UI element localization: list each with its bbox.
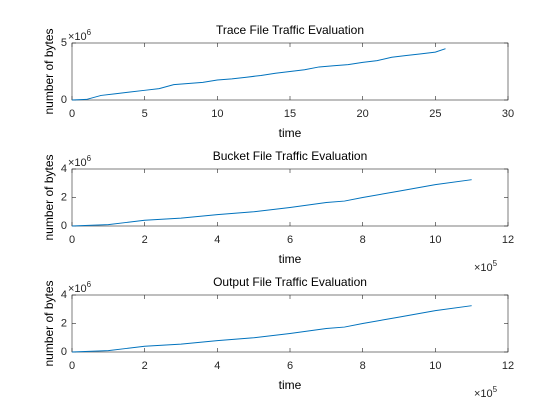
exponent-power: 6	[87, 280, 92, 289]
exponent-base: ×10	[68, 283, 87, 295]
exponent-power: 5	[493, 385, 498, 394]
y-tick-label: 2	[61, 191, 67, 203]
x-tick-label: 15	[284, 108, 296, 120]
axes-box	[71, 294, 509, 353]
x-tick-label: 10	[211, 108, 223, 120]
exponent-power: 6	[87, 28, 92, 37]
subplot-title: Bucket File Traffic Evaluation	[213, 149, 368, 163]
exponent-base: ×10	[474, 262, 493, 274]
exponent-power: 6	[87, 154, 92, 163]
y-exponent: ×106	[68, 280, 92, 295]
x-axis-label: time	[279, 378, 302, 392]
y-tick-label: 4	[61, 163, 67, 175]
y-axis-label: number of bytes	[42, 28, 56, 114]
x-tick-label: 12	[502, 360, 514, 372]
x-tick-label: 25	[429, 108, 441, 120]
x-tick-label: 2	[142, 234, 148, 246]
y-axis-label: number of bytes	[42, 154, 56, 240]
exponent-base: ×10	[474, 388, 493, 400]
subplot-title: Trace File Traffic Evaluation	[216, 23, 364, 37]
x-tick-label: 0	[69, 360, 75, 372]
x-tick-label: 4	[214, 360, 220, 372]
data-line	[71, 179, 472, 227]
x-axis-label: time	[279, 126, 302, 140]
exponent-power: 5	[493, 259, 498, 268]
x-tick-label: 20	[357, 108, 369, 120]
x-exponent: ×105	[474, 385, 498, 400]
x-tick-label: 6	[287, 360, 293, 372]
x-tick-label: 0	[69, 108, 75, 120]
y-exponent: ×106	[68, 28, 92, 43]
x-tick-label: 10	[429, 360, 441, 372]
y-tick-label: 0	[61, 346, 67, 358]
x-axis-label: time	[279, 252, 302, 266]
y-tick-label: 4	[61, 289, 67, 301]
subplot: Output File Traffic Evaluation time number…	[42, 275, 514, 400]
axes-box	[71, 168, 509, 227]
subplot: Trace File Traffic Evaluation time number …	[42, 23, 514, 140]
x-tick-label: 6	[287, 234, 293, 246]
exponent-base: ×10	[68, 157, 87, 169]
x-tick-label: 5	[142, 108, 148, 120]
y-axis-label: number of bytes	[42, 280, 56, 366]
x-tick-label: 12	[502, 234, 514, 246]
x-tick-label: 30	[502, 108, 514, 120]
x-tick-label: 8	[360, 360, 366, 372]
y-tick-label: 0	[61, 220, 67, 232]
data-line	[71, 48, 446, 101]
y-tick-label: 0	[61, 94, 67, 106]
x-tick-label: 2	[142, 360, 148, 372]
x-tick-label: 0	[69, 234, 75, 246]
exponent-base: ×10	[68, 31, 87, 43]
data-line	[71, 305, 472, 353]
subplot-title: Output File Traffic Evaluation	[213, 275, 367, 289]
x-tick-label: 4	[214, 234, 220, 246]
x-exponent: ×105	[474, 259, 498, 274]
y-tick-label: 2	[61, 317, 67, 329]
y-tick-label: 5	[61, 37, 67, 49]
x-tick-label: 8	[360, 234, 366, 246]
x-tick-label: 10	[429, 234, 441, 246]
y-exponent: ×106	[68, 154, 92, 169]
subplot: Bucket File Traffic Evaluation time number…	[42, 149, 514, 274]
